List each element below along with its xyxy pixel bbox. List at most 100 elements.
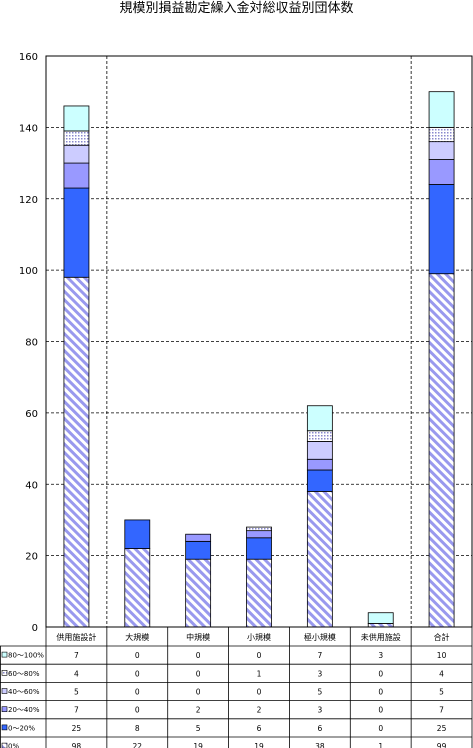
data-label: 2 xyxy=(196,706,201,715)
category-label: 未供用施設 xyxy=(361,632,401,642)
y-tick-label: 140 xyxy=(19,123,38,134)
data-label: 3 xyxy=(378,651,383,660)
legend-key xyxy=(1,688,8,694)
category-label: 中規模 xyxy=(186,632,210,642)
legend-key xyxy=(1,742,8,748)
chart-title: 規模別損益勘定繰入金対総収益別団体数 xyxy=(119,1,354,16)
data-label: 22 xyxy=(133,742,143,748)
bar-segment xyxy=(306,458,333,471)
bar-segment xyxy=(306,430,333,442)
bar-segment xyxy=(63,162,90,189)
legend-key xyxy=(1,669,8,676)
data-label: 25 xyxy=(72,724,82,733)
legend-key xyxy=(1,706,8,713)
legend-key xyxy=(1,724,8,731)
category-label: 供用施設計 xyxy=(56,632,96,642)
category-label: 合計 xyxy=(434,632,450,642)
data-label: 0 xyxy=(378,688,383,697)
bar-segment xyxy=(428,91,455,128)
bar-segment xyxy=(306,441,333,460)
bar-segment xyxy=(306,490,333,628)
data-label: 5 xyxy=(439,688,444,697)
bar-segment xyxy=(63,187,90,278)
data-label: 1 xyxy=(378,742,383,748)
bar-segment xyxy=(185,533,212,542)
data-label: 0 xyxy=(135,651,140,660)
bar-segment xyxy=(124,548,151,628)
data-label: 5 xyxy=(74,688,79,697)
data-label: 8 xyxy=(135,724,140,733)
data-label: 4 xyxy=(439,669,444,678)
data-label: 0 xyxy=(196,651,201,660)
data-label: 99 xyxy=(437,742,447,748)
data-label: 98 xyxy=(72,742,82,748)
bar-segment xyxy=(63,130,90,146)
bar-segment xyxy=(63,276,90,628)
data-label: 3 xyxy=(317,706,322,715)
legend-label: 60～80% xyxy=(8,670,40,678)
data-label: 0 xyxy=(135,706,140,715)
legend-label: 20～40% xyxy=(8,706,40,714)
bar-segment xyxy=(246,537,272,560)
y-tick-label: 120 xyxy=(19,195,38,206)
bar-segment xyxy=(306,469,333,492)
data-label: 4 xyxy=(74,669,79,678)
bar-segment xyxy=(428,184,455,275)
y-tick-label: 100 xyxy=(19,266,38,277)
y-tick-label: 20 xyxy=(25,552,38,563)
bar-segment xyxy=(428,159,455,185)
plot-area xyxy=(45,55,473,628)
y-tick-label: 160 xyxy=(19,52,38,63)
data-label: 0 xyxy=(378,724,383,733)
data-label: 2 xyxy=(257,706,262,715)
data-label: 0 xyxy=(378,706,383,715)
bar-segment xyxy=(367,623,394,628)
bar-segment xyxy=(185,540,212,560)
data-label: 0 xyxy=(196,688,201,697)
data-label: 3 xyxy=(317,669,322,678)
bar-segment xyxy=(185,558,212,628)
y-tick-label: 40 xyxy=(25,480,38,491)
category-label: 極小規模 xyxy=(304,632,336,642)
data-label: 38 xyxy=(315,742,325,748)
bar-segment xyxy=(63,144,90,164)
bar-segment xyxy=(428,141,455,160)
data-label: 10 xyxy=(437,651,447,660)
data-label: 0 xyxy=(257,688,262,697)
data-label: 0 xyxy=(135,688,140,697)
data-label: 0 xyxy=(135,669,140,678)
bar-segment xyxy=(63,105,90,132)
legend-key xyxy=(1,651,8,658)
data-label: 19 xyxy=(193,742,203,748)
bar-segment xyxy=(246,558,272,628)
bar-segment xyxy=(246,526,272,532)
legend-label: 40～60% xyxy=(8,688,40,696)
bar-segment xyxy=(306,405,333,432)
category-label: 小規模 xyxy=(247,632,271,642)
data-label: 1 xyxy=(257,669,262,678)
y-tick-label: 0 xyxy=(32,623,38,634)
data-label: 5 xyxy=(317,688,322,697)
legend-label: 80～100% xyxy=(8,652,44,660)
data-label: 19 xyxy=(254,742,264,748)
data-label: 25 xyxy=(437,724,447,733)
bar-segment xyxy=(428,273,455,628)
bar-segment xyxy=(367,612,394,624)
y-tick-label: 60 xyxy=(25,409,38,420)
bar-segment xyxy=(124,519,151,549)
data-label: 6 xyxy=(317,724,322,733)
data-label: 0 xyxy=(257,651,262,660)
data-label: 0 xyxy=(378,669,383,678)
data-label: 0 xyxy=(196,669,201,678)
data-label: 7 xyxy=(74,651,79,660)
data-label: 7 xyxy=(74,706,79,715)
legend-label: 0% xyxy=(8,743,19,748)
category-label: 大規模 xyxy=(125,632,149,642)
data-label: 7 xyxy=(439,706,444,715)
data-label: 7 xyxy=(317,651,322,660)
data-label: 5 xyxy=(196,724,201,733)
bar-segment xyxy=(246,530,272,539)
data-label: 6 xyxy=(257,724,262,733)
bar-segment xyxy=(428,126,455,143)
